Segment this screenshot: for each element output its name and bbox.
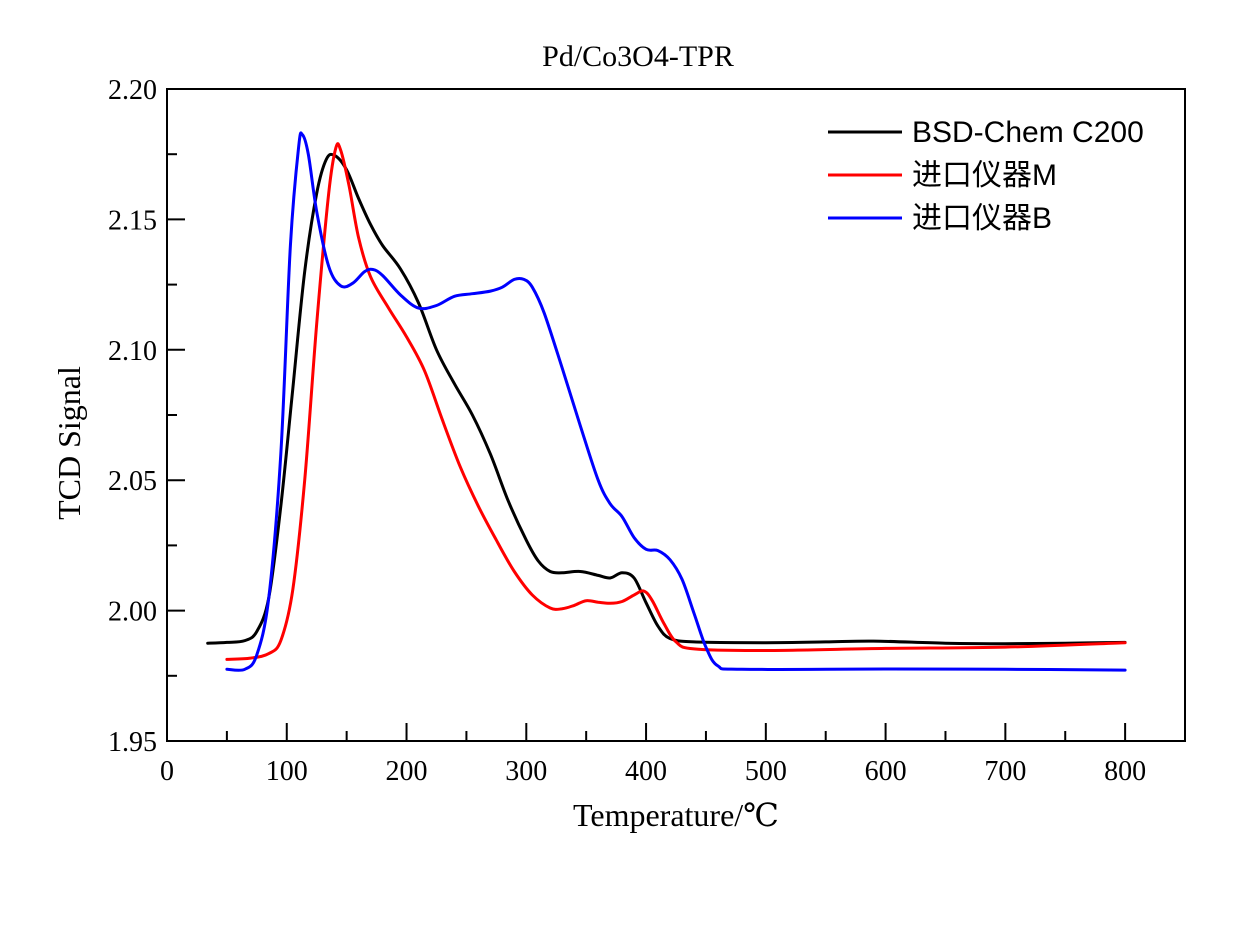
x-axis-ticks: 0 100 200 300 400 500 600 700 800 [160,723,1146,787]
series-line-2 [225,131,1127,672]
y-axis-ticks: 1.95 2.00 2.05 2.10 2.15 2.20 [108,75,185,758]
y-axis-label: TCD Signal [51,366,87,520]
x-tick-label: 600 [865,756,907,787]
x-tick-label: 0 [160,756,174,787]
series-layer [206,131,1127,672]
x-tick-label: 300 [505,756,547,787]
y-tick-label: 2.05 [108,466,157,497]
x-tick-label: 400 [625,756,667,787]
x-tick-label: 800 [1104,756,1146,787]
legend: BSD-Chem C200 进口仪器M 进口仪器B [828,116,1144,235]
x-tick-label: 700 [984,756,1026,787]
legend-label-2: 进口仪器B [912,202,1052,235]
x-tick-label: 500 [745,756,787,787]
x-axis-label: Temperature/℃ [573,797,779,833]
x-tick-label: 200 [386,756,428,787]
legend-label-1: 进口仪器M [912,159,1057,192]
legend-label-0: BSD-Chem C200 [912,116,1144,149]
chart-title: Pd/Co3O4-TPR [542,40,734,73]
y-tick-label: 2.00 [108,597,157,628]
x-tick-label: 100 [266,756,308,787]
y-tick-label: 2.20 [108,75,157,106]
y-tick-label: 2.10 [108,336,157,367]
series-line-0 [206,152,1127,646]
y-tick-label: 2.15 [108,205,157,236]
series-line-1 [225,142,1127,661]
y-tick-label: 1.95 [108,727,157,758]
